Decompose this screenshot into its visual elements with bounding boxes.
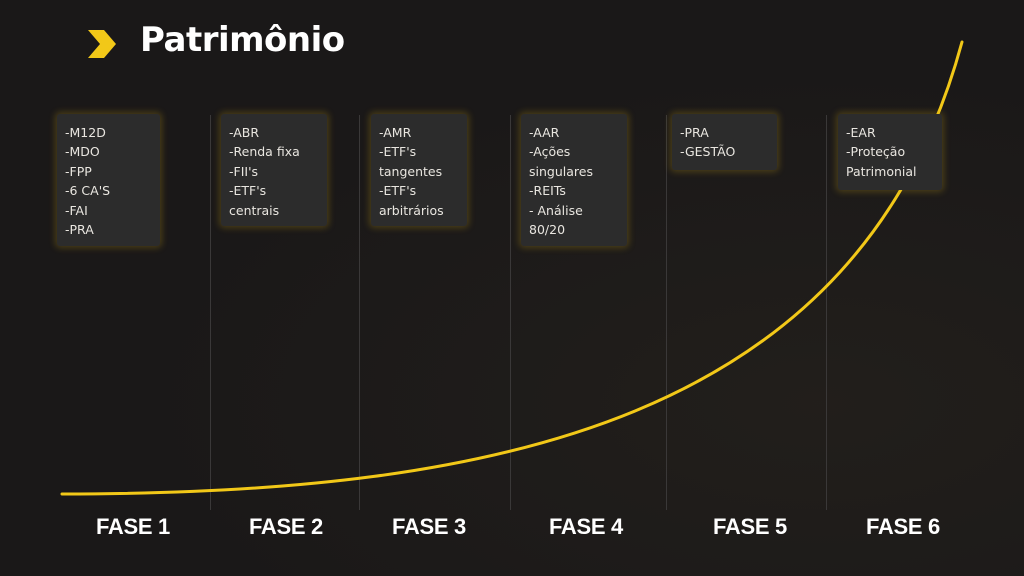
phase-4-item: -Ações [529,144,571,160]
phase-2-card: -ABR -Renda fixa -FII's -ETF's centrais [221,114,327,226]
phase-1-item: -FAI [65,202,88,218]
phase-6-item: -Proteção [846,144,906,160]
phase-5-card: -PRA -GESTÃO [672,114,777,170]
phase-6-item: Patrimonial [846,163,917,179]
phase-1-label: FASE 1 [95,514,170,539]
phase-1-item: -MDO [65,144,100,160]
phase-1-item: -6 CA'S [65,183,111,199]
phase-3-card: -AMR -ETF's tangentes -ETF's arbitrários [371,114,467,226]
phase-1-item: -FPP [65,163,92,179]
phase-6-label: FASE 6 [865,514,940,539]
phase-5-label: FASE 5 [712,514,787,539]
phase-2-item: centrais [229,202,280,218]
phase-2-item: -FII's [229,163,259,179]
phase-4-item: -AAR [529,125,560,140]
phase-divider [510,115,511,510]
phase-divider [210,115,211,510]
phase-3-item: -ETF's [379,183,417,199]
phase-4-item: singulares [529,163,593,179]
phase-5-item: -GESTÃO [680,144,736,160]
phase-2-item: -ETF's [229,183,267,199]
phase-3-label: FASE 3 [391,514,466,539]
phase-5-item: -PRA [680,125,709,140]
phase-3-item: -ETF's [379,144,417,160]
phase-4-item: - Análise [529,202,583,218]
phase-divider [666,115,667,510]
phase-6-card: -EAR -Proteção Patrimonial [838,114,942,190]
phase-divider [359,115,360,510]
page-title: Patrimônio [140,20,345,60]
phase-6-item: -EAR [846,125,876,140]
phase-3-item: -AMR [379,125,412,140]
phase-1-item: -M12D [65,125,106,140]
phase-2-item: -ABR [229,125,260,140]
phase-3-item: tangentes [379,163,443,179]
phase-2-item: -Renda fixa [229,144,300,160]
phase-4-item: 80/20 [529,222,566,238]
phase-1-item: -PRA [65,222,94,238]
phase-1-card: -M12D -MDO -FPP -6 CA'S -FAI -PRA [57,114,160,246]
phase-4-card: -AAR -Ações singulares -REITs - Análise … [521,114,627,246]
wealth-growth-curve [60,40,964,496]
chevron-right-icon [88,30,116,58]
phase-4-label: FASE 4 [548,514,623,539]
phase-4-item: -REITs [529,183,566,199]
phase-3-item: arbitrários [379,202,444,218]
phase-divider [826,115,827,510]
phase-2-label: FASE 2 [248,514,323,539]
